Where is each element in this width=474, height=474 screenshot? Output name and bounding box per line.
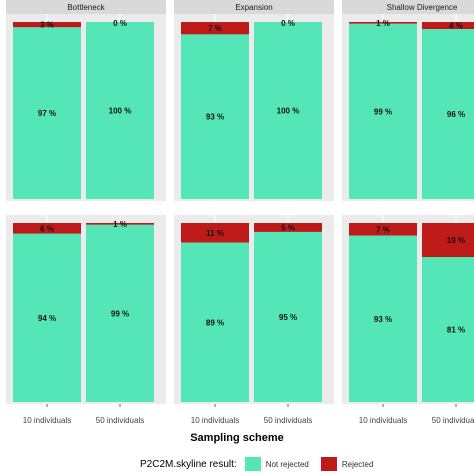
- bar-rejected-expansion-row2-50-individuals: [254, 223, 322, 232]
- label-rejected-expansion-row1-50-individuals: 0 %: [281, 19, 295, 28]
- label-rejected-shallow-divergence-row1-10-individuals: 1 %: [376, 19, 390, 28]
- x-tick-label-bottleneck-50-individuals: 50 individuals: [96, 416, 144, 425]
- bar-not-rejected-shallow-divergence-row1-10-individuals: [349, 23, 417, 199]
- bar-rejected-bottleneck-row2-50-individuals: [86, 223, 154, 225]
- bar-rejected-bottleneck-row2-10-individuals: [13, 223, 81, 234]
- legend-swatch-rejected: [320, 457, 337, 471]
- bar-not-rejected-expansion-row1-50-individuals: [254, 22, 322, 199]
- bar-not-rejected-expansion-row1-10-individuals: [181, 34, 249, 199]
- x-tick-label-shallow-divergence-10-individuals: 10 individuals: [359, 416, 407, 425]
- x-tick-label-bottleneck-10-individuals: 10 individuals: [23, 416, 71, 425]
- label-rejected-shallow-divergence-row1-50-individuals: 4 %: [449, 22, 463, 31]
- label-not-rejected-bottleneck-row2-50-individuals: 99 %: [111, 309, 129, 318]
- label-rejected-shallow-divergence-row2-50-individuals: 19 %: [447, 236, 465, 245]
- label-not-rejected-shallow-divergence-row1-10-individuals: 99 %: [374, 107, 392, 116]
- label-rejected-expansion-row1-10-individuals: 7 %: [208, 24, 222, 33]
- legend-item-rejected: Rejected: [320, 457, 374, 471]
- label-not-rejected-expansion-row1-10-individuals: 93 %: [206, 113, 224, 122]
- bar-rejected-shallow-divergence-row1-50-individuals: [422, 22, 474, 30]
- label-not-rejected-expansion-row2-50-individuals: 95 %: [279, 313, 297, 322]
- facet-strip-expansion: [174, 0, 334, 14]
- label-not-rejected-bottleneck-row1-10-individuals: 97 %: [38, 109, 56, 118]
- bar-not-rejected-expansion-row2-50-individuals: [254, 231, 322, 402]
- label-rejected-expansion-row2-10-individuals: 11 %: [206, 229, 224, 238]
- bar-not-rejected-shallow-divergence-row2-50-individuals: [422, 257, 474, 402]
- label-not-rejected-shallow-divergence-row1-50-individuals: 96 %: [447, 110, 465, 119]
- legend-item-not-rejected: Not rejected: [244, 457, 309, 471]
- facet-strip-shallow-divergence: [342, 0, 474, 14]
- label-rejected-bottleneck-row1-50-individuals: 0 %: [113, 19, 127, 28]
- label-rejected-bottleneck-row2-10-individuals: 6 %: [40, 224, 54, 233]
- bar-not-rejected-shallow-divergence-row2-10-individuals: [349, 235, 417, 402]
- label-not-rejected-shallow-divergence-row2-10-individuals: 93 %: [374, 315, 392, 324]
- bar-not-rejected-shallow-divergence-row1-50-individuals: [422, 29, 474, 199]
- bar-not-rejected-bottleneck-row1-50-individuals: [86, 22, 154, 199]
- bar-not-rejected-bottleneck-row2-10-individuals: [13, 233, 81, 402]
- label-not-rejected-bottleneck-row2-10-individuals: 94 %: [38, 314, 56, 323]
- bar-rejected-expansion-row2-10-individuals: [181, 223, 249, 243]
- legend: P2C2M.skyline result: Not rejected Rejec…: [140, 455, 385, 473]
- legend-swatch-not-rejected: [244, 457, 261, 471]
- facet-label-shallow-divergence: Shallow Divergence: [387, 3, 458, 12]
- label-not-rejected-expansion-row1-50-individuals: 100 %: [277, 107, 300, 116]
- bar-rejected-bottleneck-row1-10-individuals: [13, 22, 81, 28]
- label-rejected-expansion-row2-50-individuals: 5 %: [281, 223, 295, 232]
- label-not-rejected-bottleneck-row1-50-individuals: 100 %: [109, 107, 132, 116]
- label-not-rejected-expansion-row2-10-individuals: 89 %: [206, 318, 224, 327]
- label-rejected-shallow-divergence-row2-10-individuals: 7 %: [376, 225, 390, 234]
- bar-rejected-shallow-divergence-row2-10-individuals: [349, 223, 417, 236]
- legend-label-rejected: Rejected: [341, 459, 374, 469]
- bar-rejected-expansion-row1-10-individuals: [181, 22, 249, 35]
- bar-rejected-shallow-divergence-row1-10-individuals: [349, 22, 417, 24]
- facet-label-bottleneck: Bottleneck: [67, 3, 105, 12]
- label-not-rejected-shallow-divergence-row2-50-individuals: 81 %: [447, 326, 465, 335]
- bar-rejected-shallow-divergence-row2-50-individuals: [422, 223, 474, 258]
- x-tick-label-expansion-10-individuals: 10 individuals: [191, 416, 239, 425]
- label-rejected-bottleneck-row1-10-individuals: 3 %: [40, 21, 54, 30]
- bar-not-rejected-bottleneck-row2-50-individuals: [86, 224, 154, 402]
- legend-label-not-rejected: Not rejected: [265, 459, 309, 469]
- x-tick-label-expansion-50-individuals: 50 individuals: [264, 416, 312, 425]
- bar-not-rejected-expansion-row2-10-individuals: [181, 242, 249, 402]
- facet-label-expansion: Expansion: [235, 3, 272, 12]
- legend-title: P2C2M.skyline result:: [140, 458, 237, 470]
- facet-strip-bottleneck: [6, 0, 166, 14]
- x-axis-title: Sampling scheme: [190, 432, 284, 444]
- label-rejected-bottleneck-row2-50-individuals: 1 %: [113, 220, 127, 229]
- x-tick-label-shallow-divergence-50-individuals: 50 individuals: [432, 416, 474, 425]
- bar-not-rejected-bottleneck-row1-10-individuals: [13, 27, 81, 200]
